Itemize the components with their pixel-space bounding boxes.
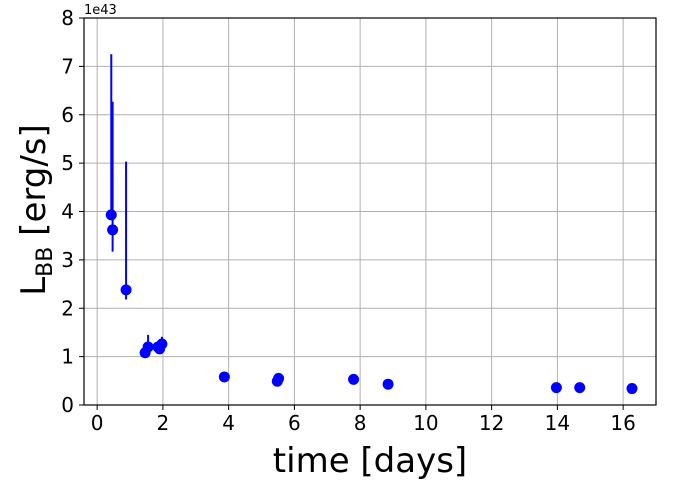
- data-point: [156, 338, 168, 350]
- y-axis-label-main: L: [14, 277, 54, 296]
- x-tick-label: 4: [222, 411, 235, 435]
- data-point: [550, 382, 562, 394]
- y-tick-label: 6: [61, 103, 74, 127]
- y-tick-label: 5: [61, 151, 74, 175]
- y-tick-label: 4: [61, 200, 74, 224]
- y-axis-label: LBB [erg/s]: [14, 124, 58, 296]
- y-offset-text: 1e43: [84, 3, 117, 18]
- x-tick-label: 0: [91, 411, 104, 435]
- data-point: [142, 341, 154, 353]
- data-point: [382, 378, 394, 390]
- data-point: [107, 224, 119, 236]
- x-tick-label: 12: [479, 411, 504, 435]
- y-tick-label: 1: [61, 345, 74, 369]
- data-point: [273, 372, 285, 384]
- x-tick-label: 14: [545, 411, 570, 435]
- x-tick-label: 10: [413, 411, 438, 435]
- y-axis-label-unit: [erg/s]: [14, 124, 54, 246]
- y-tick-label: 7: [61, 54, 74, 78]
- y-tick-label: 3: [61, 248, 74, 272]
- data-point: [218, 371, 230, 383]
- x-tick-label: 2: [157, 411, 170, 435]
- x-axis-label: time [days]: [273, 441, 467, 481]
- data-point: [626, 383, 638, 395]
- x-tick-label: 16: [610, 411, 635, 435]
- y-axis-label-subscript: BB: [33, 247, 58, 277]
- x-tick-label: 6: [288, 411, 301, 435]
- data-point: [120, 284, 132, 296]
- data-points: [105, 209, 638, 395]
- y-tick-label: 2: [61, 296, 74, 320]
- data-point: [105, 209, 117, 221]
- data-point: [348, 373, 360, 385]
- grid-layer: [84, 17, 656, 406]
- error-bars: [110, 54, 163, 355]
- x-tick-label: 8: [354, 411, 367, 435]
- y-tick-label: 0: [61, 393, 74, 417]
- y-tick-label: 8: [61, 6, 74, 30]
- data-point: [574, 382, 586, 394]
